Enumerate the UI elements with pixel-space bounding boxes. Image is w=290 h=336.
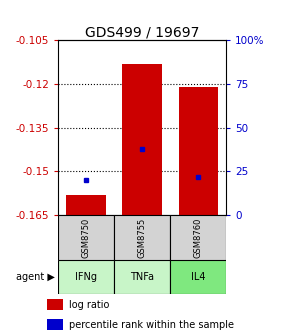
Title: GDS499 / 19697: GDS499 / 19697: [85, 25, 199, 39]
Text: GSM8760: GSM8760: [194, 217, 203, 258]
Text: TNFa: TNFa: [130, 272, 154, 282]
Bar: [122, 64, 162, 215]
Bar: [179, 87, 218, 215]
Bar: [66, 195, 106, 215]
Bar: [114, 260, 170, 294]
Text: IL4: IL4: [191, 272, 205, 282]
Bar: [48, 319, 63, 330]
Bar: [170, 215, 226, 260]
Bar: [114, 215, 170, 260]
Bar: [58, 260, 114, 294]
Bar: [170, 260, 226, 294]
Text: percentile rank within the sample: percentile rank within the sample: [69, 320, 234, 330]
Text: GSM8755: GSM8755: [137, 218, 147, 258]
Bar: [48, 299, 63, 310]
Text: IFNg: IFNg: [75, 272, 97, 282]
Text: GSM8750: GSM8750: [81, 218, 90, 258]
Bar: [58, 215, 114, 260]
Text: log ratio: log ratio: [69, 300, 110, 309]
Text: agent ▶: agent ▶: [16, 272, 55, 282]
